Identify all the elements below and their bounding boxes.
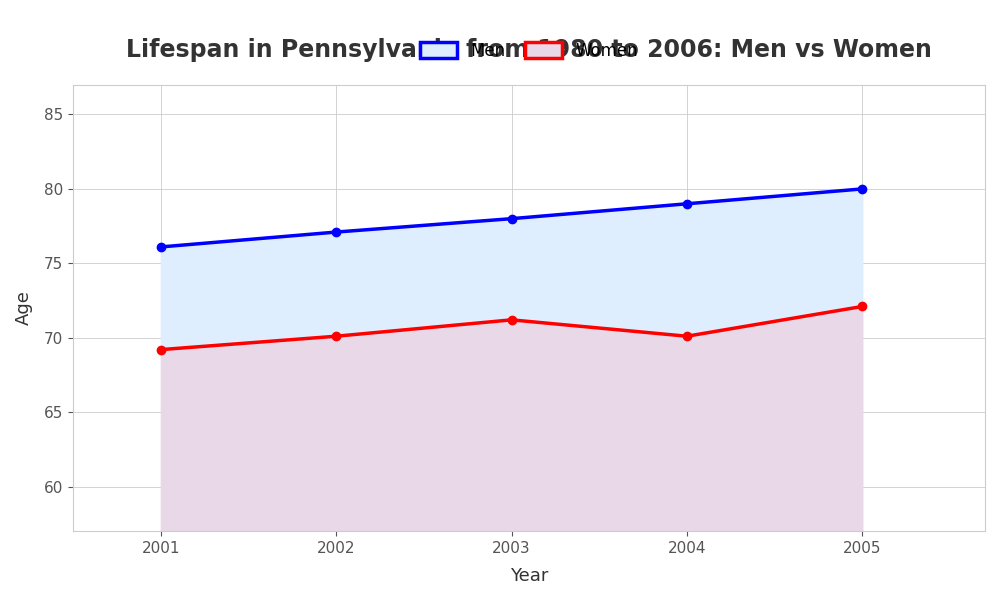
Women bbox=[506, 316, 518, 323]
Women bbox=[330, 332, 342, 340]
Legend: Men, Women: Men, Women bbox=[414, 35, 645, 67]
X-axis label: Year: Year bbox=[510, 567, 548, 585]
Line: Women: Women bbox=[157, 302, 866, 354]
Men bbox=[681, 200, 693, 208]
Line: Men: Men bbox=[157, 185, 866, 251]
Y-axis label: Age: Age bbox=[15, 290, 33, 325]
Men bbox=[155, 244, 167, 251]
Women bbox=[681, 332, 693, 340]
Men bbox=[506, 215, 518, 222]
Men bbox=[330, 229, 342, 236]
Women bbox=[155, 346, 167, 353]
Title: Lifespan in Pennsylvania from 1980 to 2006: Men vs Women: Lifespan in Pennsylvania from 1980 to 20… bbox=[126, 38, 932, 62]
Women bbox=[856, 303, 868, 310]
Men bbox=[856, 185, 868, 193]
